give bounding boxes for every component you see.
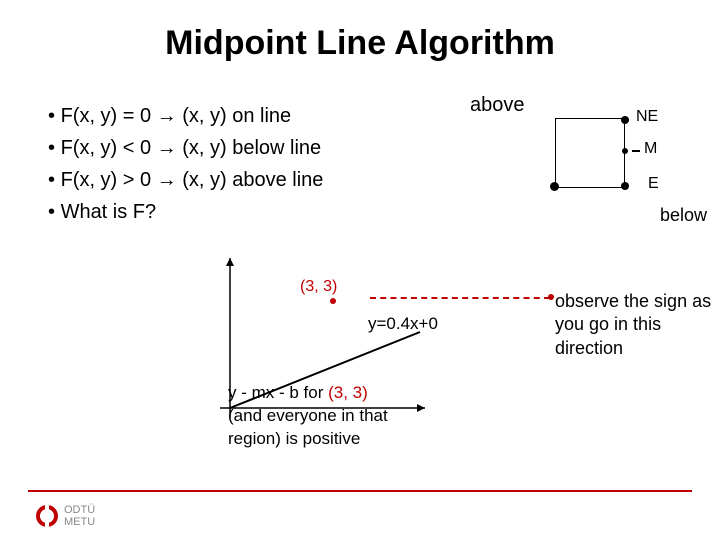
footer-divider [28, 490, 692, 492]
m-label: M [644, 140, 657, 158]
institution-logo: ODTÜ METU [36, 504, 95, 528]
x-axis-arrow [417, 404, 425, 412]
logo-icon [36, 505, 58, 527]
observe-line: direction [555, 337, 711, 360]
point-3-3-label: (3, 3) [300, 278, 337, 296]
ne-dot [621, 116, 629, 124]
observe-caption: observe the sign as you go in this direc… [555, 290, 711, 360]
explain-line: y - mx - b for (3, 3) [228, 382, 388, 405]
midpoint-tick [632, 150, 640, 152]
bullet-list: F(x, y) = 0 → (x, y) on line F(x, y) < 0… [48, 100, 323, 228]
observe-line: observe the sign as [555, 290, 711, 313]
above-label: above [470, 94, 525, 117]
logo-line: METU [64, 516, 95, 528]
bullet-item: What is F? [48, 196, 323, 228]
e-dot [621, 182, 629, 190]
prev-pixel-dot [550, 182, 559, 191]
horizontal-dashed [370, 297, 550, 299]
bullet-item: F(x, y) = 0 → (x, y) on line [48, 100, 323, 132]
logo-text: ODTÜ METU [64, 504, 95, 528]
explain-line: region) is positive [228, 428, 388, 451]
explain-point: (3, 3) [328, 383, 368, 402]
observe-line: you go in this [555, 313, 711, 336]
bullet-item: F(x, y) < 0 → (x, y) below line [48, 132, 323, 164]
explain-part: y - mx - b for [228, 383, 328, 402]
equation-label: y=0.4x+0 [368, 314, 438, 334]
explain-line: (and everyone in that [228, 405, 388, 428]
e-label: E [648, 175, 659, 193]
pixel-box [555, 118, 625, 188]
ne-label: NE [636, 108, 658, 126]
dashed-end-dot [548, 294, 554, 300]
y-axis-arrow [226, 258, 234, 266]
logo-line: ODTÜ [64, 504, 95, 516]
bullet-item: F(x, y) > 0 → (x, y) above line [48, 164, 323, 196]
explanation-text: y - mx - b for (3, 3) (and everyone in t… [228, 382, 388, 451]
midpoint-dot [622, 148, 628, 154]
slide-title: Midpoint Line Algorithm [0, 0, 720, 63]
below-label: below [660, 205, 707, 226]
point-3-3-dot [330, 298, 336, 304]
